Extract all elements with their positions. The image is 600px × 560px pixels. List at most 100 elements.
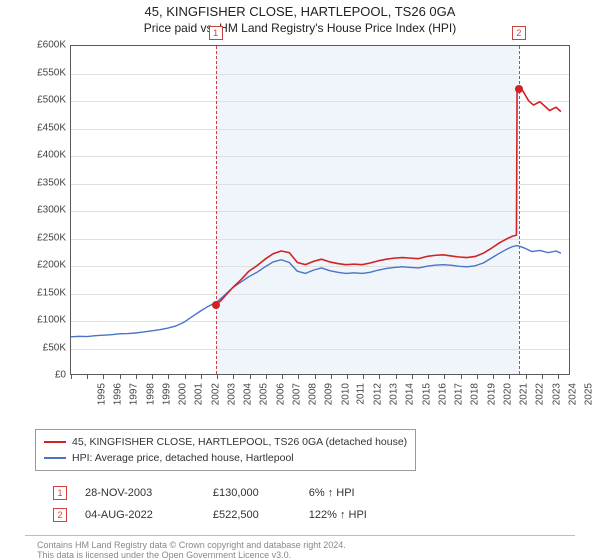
xtick-label: 2004 [242,383,253,405]
sales-table: 128-NOV-2003£130,0006% ↑ HPI204-AUG-2022… [43,481,377,527]
xtick-label: 2022 [535,383,546,405]
legend-label: 45, KINGFISHER CLOSE, HARTLEPOOL, TS26 0… [72,434,407,450]
footer-line-2: This data is licensed under the Open Gov… [37,550,563,560]
xtick-label: 2015 [421,383,432,405]
xtick-label: 2003 [226,383,237,405]
legend-swatch [44,457,66,459]
xtick [136,374,137,379]
xtick-label: 1998 [145,383,156,405]
xtick [185,374,186,379]
sale-diff: 122% ↑ HPI [301,505,375,525]
xtick [152,374,153,379]
ytick-label: £550K [37,67,66,78]
ytick-label: £400K [37,150,66,161]
xtick [168,374,169,379]
xtick-label: 2012 [372,383,383,405]
xtick-label: 1995 [96,383,107,405]
xtick-label: 2009 [324,383,335,405]
xtick-label: 2019 [486,383,497,405]
sale-dot-1 [212,301,220,309]
xtick [282,374,283,379]
xtick-label: 2010 [340,383,351,405]
xtick-label: 2000 [177,383,188,405]
ytick-label: £300K [37,205,66,216]
legend-label: HPI: Average price, detached house, Hart… [72,450,294,466]
page-subtitle: Price paid vs. HM Land Registry's House … [0,21,600,35]
xtick [363,374,364,379]
xtick [493,374,494,379]
xtick-label: 1999 [161,383,172,405]
sale-date: 28-NOV-2003 [77,483,161,503]
xtick [412,374,413,379]
legend-swatch [44,441,66,443]
ytick-label: £500K [37,95,66,106]
xtick [477,374,478,379]
series-hpi [71,246,561,337]
xtick [120,374,121,379]
xtick [396,374,397,379]
xtick-label: 2014 [405,383,416,405]
xtick [71,374,72,379]
sale-date: 04-AUG-2022 [77,505,161,525]
xtick [103,374,104,379]
ytick-label: £100K [37,315,66,326]
sale-price: £522,500 [205,505,267,525]
footer-line-1: Contains HM Land Registry data © Crown c… [37,540,563,550]
xtick-label: 1997 [129,383,140,405]
ytick-label: £0 [55,370,66,381]
ytick-label: £250K [37,232,66,243]
series-price_paid [215,87,561,303]
legend-row: HPI: Average price, detached house, Hart… [44,450,407,466]
xtick-label: 2025 [583,383,594,405]
sale-price: £130,000 [205,483,267,503]
xtick [461,374,462,379]
sale-mini-badge: 2 [53,508,67,522]
xtick [542,374,543,379]
xtick-label: 2013 [388,383,399,405]
xtick [347,374,348,379]
plot-area: 12 [70,45,570,375]
xtick-label: 2018 [470,383,481,405]
xtick-label: 2024 [567,383,578,405]
footer-attribution: Contains HM Land Registry data © Crown c… [25,535,575,560]
line-series-svg [71,46,569,374]
xtick [266,374,267,379]
xtick [250,374,251,379]
xtick [444,374,445,379]
xtick [558,374,559,379]
sale-badge-1: 1 [209,26,223,40]
xtick-label: 1996 [112,383,123,405]
page-title: 45, KINGFISHER CLOSE, HARTLEPOOL, TS26 0… [0,4,600,19]
xtick [201,374,202,379]
ytick-label: £600K [37,40,66,51]
xtick-label: 2001 [194,383,205,405]
xtick-label: 2017 [453,383,464,405]
ytick-label: £200K [37,260,66,271]
xtick-label: 2011 [355,383,366,405]
sale-diff: 6% ↑ HPI [301,483,375,503]
xtick-label: 2007 [291,383,302,405]
xtick [87,374,88,379]
sale-row: 128-NOV-2003£130,0006% ↑ HPI [45,483,375,503]
price-hpi-chart: 12 £0 £50K £100K £150K £200K £250K £300K £350K £… [20,41,580,421]
xtick-label: 2023 [551,383,562,405]
xtick [315,374,316,379]
xtick [298,374,299,379]
ytick-label: £150K [37,287,66,298]
ytick-label: £50K [43,342,66,353]
xtick [509,374,510,379]
xtick-label: 2016 [437,383,448,405]
xtick-label: 2006 [275,383,286,405]
ytick-label: £450K [37,122,66,133]
xtick [217,374,218,379]
xtick [331,374,332,379]
xtick [233,374,234,379]
xtick-label: 2005 [259,383,270,405]
xtick-label: 2021 [518,383,529,405]
sale-badge-2: 2 [512,26,526,40]
xtick-label: 2002 [210,383,221,405]
ytick-label: £350K [37,177,66,188]
legend-row: 45, KINGFISHER CLOSE, HARTLEPOOL, TS26 0… [44,434,407,450]
xtick-label: 2008 [307,383,318,405]
xtick-label: 2020 [502,383,513,405]
